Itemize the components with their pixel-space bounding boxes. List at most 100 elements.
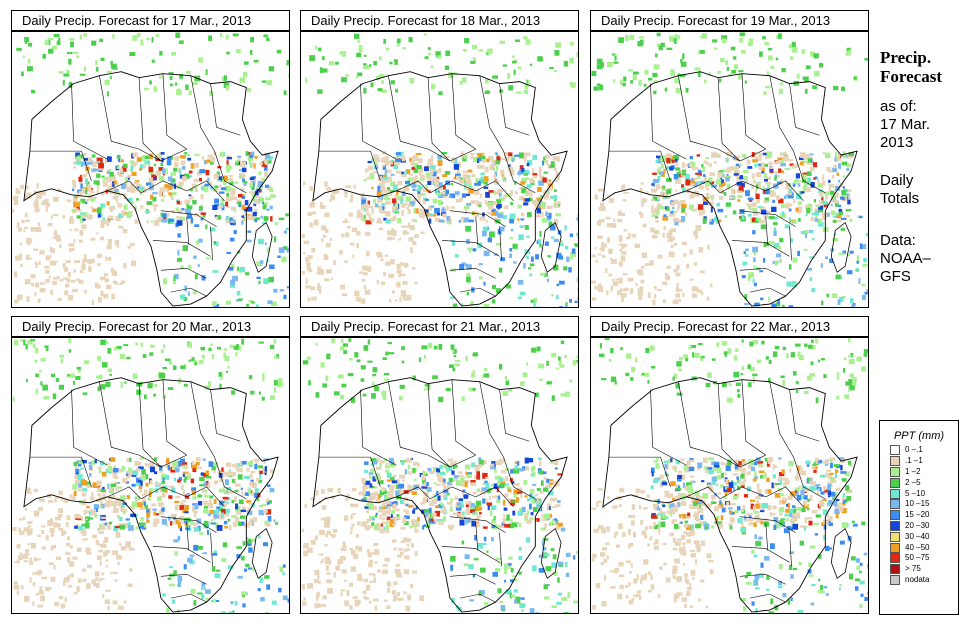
madagascar-outline xyxy=(540,527,562,579)
country-border xyxy=(686,180,721,194)
country-border xyxy=(765,522,769,551)
map-title: Precip. Forecast xyxy=(880,48,942,86)
country-border xyxy=(499,389,530,442)
country-border xyxy=(427,454,476,468)
country-border xyxy=(210,83,241,136)
precip-field xyxy=(12,32,289,307)
data-source: Data: NOAA– GFS xyxy=(880,232,931,286)
legend-swatch xyxy=(890,520,900,531)
forecast-map-6 xyxy=(590,337,869,614)
country-border xyxy=(71,389,108,466)
country-border xyxy=(396,180,431,194)
legend-swatch xyxy=(890,499,900,510)
legend-swatch xyxy=(890,510,900,521)
country-border xyxy=(360,389,397,466)
legend-label: 0 –.1 xyxy=(905,445,923,455)
forecast-map-4 xyxy=(11,337,290,614)
map-title-line-1: Precip. xyxy=(880,48,932,67)
country-border xyxy=(190,381,215,458)
legend-item: 5 –10 xyxy=(890,488,958,499)
legend-swatch xyxy=(890,477,900,488)
legend-item: 30 –40 xyxy=(890,531,958,542)
data-source-name-2: GFS xyxy=(880,268,911,285)
country-border xyxy=(449,573,496,585)
country-border xyxy=(678,381,719,456)
coastline xyxy=(23,377,279,613)
country-border xyxy=(475,522,479,551)
data-source-name-1: NOAA– xyxy=(880,250,931,267)
data-source-label: Data: xyxy=(880,232,916,249)
country-border xyxy=(739,516,796,533)
country-border xyxy=(499,226,502,261)
country-border xyxy=(99,381,140,456)
legend-item: 15 –20 xyxy=(890,510,958,521)
country-border xyxy=(475,180,514,201)
country-border xyxy=(449,210,506,227)
country-border xyxy=(214,457,247,500)
legend-rows: 0 –.1.1 –1 1 –2 2 –5 5 –10 10 –15 15 –20 20 –3… xyxy=(880,445,958,585)
coastline xyxy=(602,71,858,307)
legend-item: .1 –1 xyxy=(890,456,958,467)
map-canvas xyxy=(301,338,578,613)
legend-label: 50 –75 xyxy=(905,553,930,563)
legend-swatch xyxy=(890,553,900,564)
legend-swatch xyxy=(890,445,900,456)
panel-title-3: Daily Precip. Forecast for 19 Mar., 2013 xyxy=(590,10,869,31)
country-border xyxy=(793,151,826,194)
country-border xyxy=(741,379,766,456)
country-border xyxy=(475,486,514,507)
country-border xyxy=(210,226,213,261)
panel-title-5: Daily Precip. Forecast for 21 Mar., 2013 xyxy=(300,316,579,337)
legend-label: nodata xyxy=(905,574,930,584)
country-border xyxy=(360,83,397,160)
country-border xyxy=(138,77,162,162)
country-border xyxy=(449,267,496,279)
country-border xyxy=(459,593,496,603)
country-border xyxy=(739,573,786,585)
legend-item: 0 –.1 xyxy=(890,445,958,456)
legend-item: > 75 xyxy=(890,564,958,575)
country-border xyxy=(650,389,687,466)
forecast-map-5 xyxy=(300,337,579,614)
country-border xyxy=(749,287,786,297)
country-border xyxy=(765,486,804,507)
legend-item: 2 –5 xyxy=(890,477,958,488)
country-border xyxy=(429,486,476,500)
country-border xyxy=(190,75,215,152)
country-border xyxy=(650,83,687,160)
legend-label: > 75 xyxy=(905,564,921,574)
madagascar-outline xyxy=(251,221,273,273)
country-border xyxy=(499,532,502,567)
map-title-line-2: Forecast xyxy=(880,67,942,86)
country-border xyxy=(162,379,187,456)
coastline xyxy=(312,377,568,613)
precip-field xyxy=(591,32,868,307)
country-border xyxy=(739,267,786,279)
country-border xyxy=(769,75,794,152)
country-border xyxy=(186,180,225,201)
precip-legend: PPT (mm) 0 –.1.1 –1 1 –2 2 –5 5 –10 10 –15 15… xyxy=(879,420,959,615)
country-border xyxy=(739,210,796,227)
country-border xyxy=(451,379,476,456)
legend-item: 10 –15 xyxy=(890,499,958,510)
madagascar-outline xyxy=(540,221,562,273)
precip-field xyxy=(301,338,578,613)
panel-title-2: Daily Precip. Forecast for 18 Mar., 2013 xyxy=(300,10,579,31)
country-border xyxy=(388,75,429,150)
madagascar-outline xyxy=(251,527,273,579)
country-border xyxy=(717,77,741,162)
country-border xyxy=(160,267,207,279)
country-border xyxy=(160,210,217,227)
map-canvas xyxy=(12,338,289,613)
country-border xyxy=(71,83,108,160)
madagascar-outline xyxy=(830,221,852,273)
country-border xyxy=(152,240,211,257)
country-border xyxy=(717,383,741,468)
legend-label: .1 –1 xyxy=(905,456,923,466)
coastline xyxy=(312,71,568,307)
country-border xyxy=(741,73,766,150)
country-border xyxy=(449,516,506,533)
country-border xyxy=(719,486,766,500)
country-border xyxy=(186,486,225,507)
country-border xyxy=(140,180,187,194)
